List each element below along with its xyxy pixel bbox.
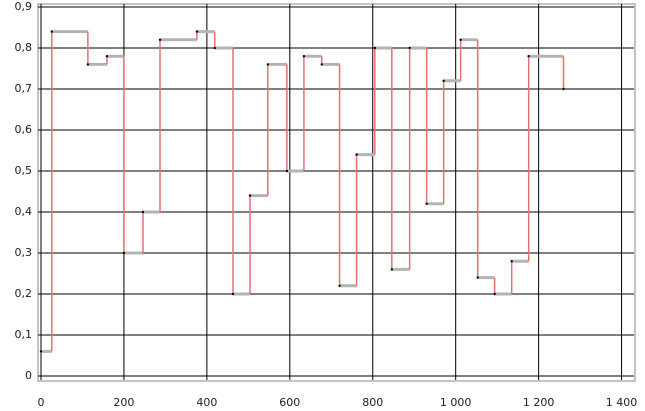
step-point (459, 38, 462, 41)
step-point (390, 268, 394, 271)
step-point (105, 55, 109, 58)
y-tick-label: 0,7 (15, 82, 33, 95)
x-tick-label: 1 000 (440, 396, 472, 409)
step-point (510, 260, 513, 263)
step-point (476, 276, 479, 279)
y-tick-label: 0 (25, 369, 32, 382)
step-point (86, 63, 90, 66)
x-tick-label: 1 400 (606, 396, 638, 409)
x-tick-label: 1 200 (523, 396, 555, 409)
step-point (195, 30, 199, 33)
step-point (122, 251, 126, 255)
step-point (50, 30, 53, 33)
step-point (562, 87, 565, 91)
x-tick-label: 0 (38, 396, 45, 409)
step-point (302, 55, 306, 58)
step-point (231, 292, 235, 296)
x-tick-label: 200 (113, 396, 134, 409)
step-point (373, 46, 377, 50)
step-point (442, 79, 445, 83)
step-point (266, 63, 270, 66)
y-tick-label: 0,2 (15, 287, 33, 300)
y-tick-label: 0,9 (15, 0, 33, 13)
step-point (213, 46, 216, 50)
x-tick-label: 600 (279, 396, 300, 409)
step-point (527, 55, 530, 58)
step-point (158, 38, 162, 41)
y-tick-label: 0,6 (15, 123, 33, 136)
plot-frame (37, 3, 636, 382)
y-tick-label: 0,4 (15, 205, 33, 218)
x-tick-label: 400 (196, 396, 217, 409)
step-point (141, 210, 145, 214)
step-point (338, 284, 341, 287)
step-point (39, 350, 43, 353)
step-point (320, 63, 323, 66)
step-point (355, 153, 358, 156)
step-point (408, 46, 411, 50)
y-tick-label: 0,5 (15, 164, 33, 177)
step-point (493, 292, 496, 296)
y-tick-label: 0,8 (15, 41, 33, 54)
y-tick-label: 0,3 (15, 246, 33, 259)
step-point (285, 169, 289, 173)
step-point (425, 202, 428, 205)
x-tick-label: 800 (362, 396, 383, 409)
y-tick-label: 0,1 (15, 328, 33, 341)
step-point (248, 194, 252, 197)
